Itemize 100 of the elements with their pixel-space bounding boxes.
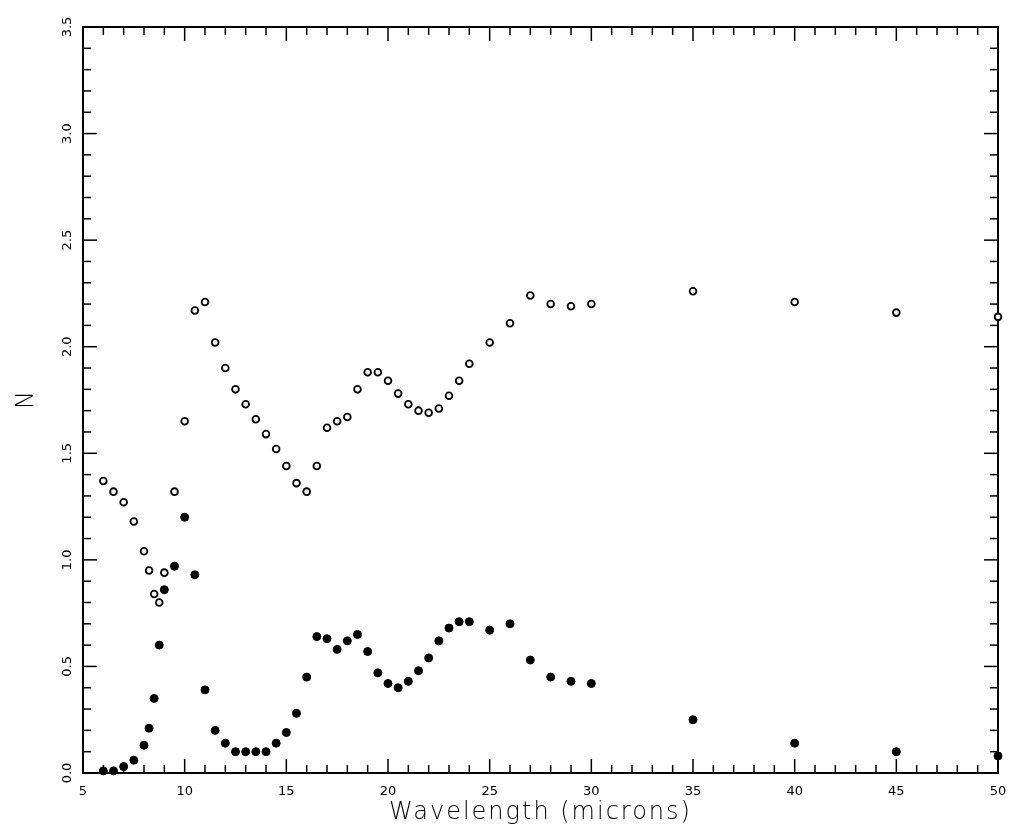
point xyxy=(485,625,495,635)
point xyxy=(129,517,139,526)
point xyxy=(525,655,535,665)
point xyxy=(312,461,322,471)
point xyxy=(393,683,403,693)
point xyxy=(993,312,1003,322)
point xyxy=(98,766,108,776)
x-tick-label: 45 xyxy=(888,783,905,798)
point xyxy=(464,617,474,627)
point xyxy=(688,715,698,725)
y-tick-label: 0.0 xyxy=(59,762,74,784)
point xyxy=(322,634,332,644)
point xyxy=(332,644,342,654)
point xyxy=(393,389,403,398)
point xyxy=(210,725,220,735)
point xyxy=(353,385,362,394)
y-tick-label: 0.5 xyxy=(59,656,74,677)
point xyxy=(292,708,301,718)
point xyxy=(383,376,393,386)
y-tick-label: 2.5 xyxy=(59,229,74,251)
point xyxy=(546,299,555,309)
point xyxy=(302,672,312,682)
point xyxy=(220,738,230,748)
point xyxy=(159,585,169,595)
point xyxy=(231,385,240,394)
point xyxy=(404,399,413,409)
point xyxy=(353,629,362,639)
point xyxy=(566,301,576,311)
point xyxy=(109,766,118,776)
x-tick-label: 50 xyxy=(989,783,1007,798)
point xyxy=(414,406,423,415)
point xyxy=(271,738,281,748)
point xyxy=(200,685,210,695)
point xyxy=(434,404,444,413)
point xyxy=(363,647,373,656)
point xyxy=(363,368,372,377)
point xyxy=(180,512,190,522)
point xyxy=(292,478,301,488)
point xyxy=(993,751,1003,761)
point xyxy=(129,755,139,765)
point xyxy=(414,666,423,676)
x-tick-label: 30 xyxy=(583,783,600,798)
point xyxy=(343,412,352,422)
x-tick-label: 25 xyxy=(481,783,498,798)
point xyxy=(790,738,800,748)
point xyxy=(251,747,261,757)
point xyxy=(241,399,250,409)
point xyxy=(312,632,322,642)
y-tick-label: 1.5 xyxy=(59,442,74,464)
point xyxy=(144,566,154,575)
point xyxy=(566,676,576,686)
point xyxy=(383,679,393,688)
point xyxy=(688,287,698,296)
point xyxy=(190,306,200,315)
point xyxy=(139,547,149,556)
point xyxy=(241,747,251,757)
point xyxy=(444,391,454,401)
point xyxy=(109,487,118,496)
point xyxy=(99,476,108,486)
point xyxy=(190,570,200,580)
x-tick-label: 40 xyxy=(786,783,803,798)
point xyxy=(119,762,129,772)
point xyxy=(251,414,261,424)
point xyxy=(454,376,464,386)
y-tick-label: 1.0 xyxy=(59,549,74,571)
x-tick-label: 5 xyxy=(78,783,88,798)
point xyxy=(587,299,596,309)
point xyxy=(322,423,332,432)
point xyxy=(332,417,342,426)
point xyxy=(485,338,494,347)
point xyxy=(505,619,515,629)
point xyxy=(139,740,149,750)
point xyxy=(170,487,179,496)
point xyxy=(302,487,311,496)
point xyxy=(373,668,383,678)
point xyxy=(154,598,164,607)
y-tick-label: 3.0 xyxy=(59,123,74,144)
point xyxy=(149,589,159,599)
point xyxy=(180,417,189,426)
point xyxy=(170,561,179,571)
x-tick-label: 15 xyxy=(278,783,295,798)
point xyxy=(892,308,901,317)
point xyxy=(261,747,271,757)
point xyxy=(281,728,291,737)
x-axis-title: Wavelength (microns) xyxy=(389,797,692,825)
point xyxy=(261,429,271,439)
y-tick-label: 3.5 xyxy=(59,16,74,38)
x-tick-label: 35 xyxy=(684,783,702,798)
x-tick-label: 10 xyxy=(176,783,193,798)
point xyxy=(444,623,454,633)
point xyxy=(154,640,164,650)
point xyxy=(200,297,210,307)
point xyxy=(586,679,596,688)
point xyxy=(465,359,474,369)
x-tick-label: 20 xyxy=(379,783,397,798)
point xyxy=(424,653,434,663)
y-tick-label: 2.0 xyxy=(59,336,74,358)
point xyxy=(271,444,281,454)
point xyxy=(403,676,413,686)
y-axis-title: N xyxy=(11,391,39,409)
